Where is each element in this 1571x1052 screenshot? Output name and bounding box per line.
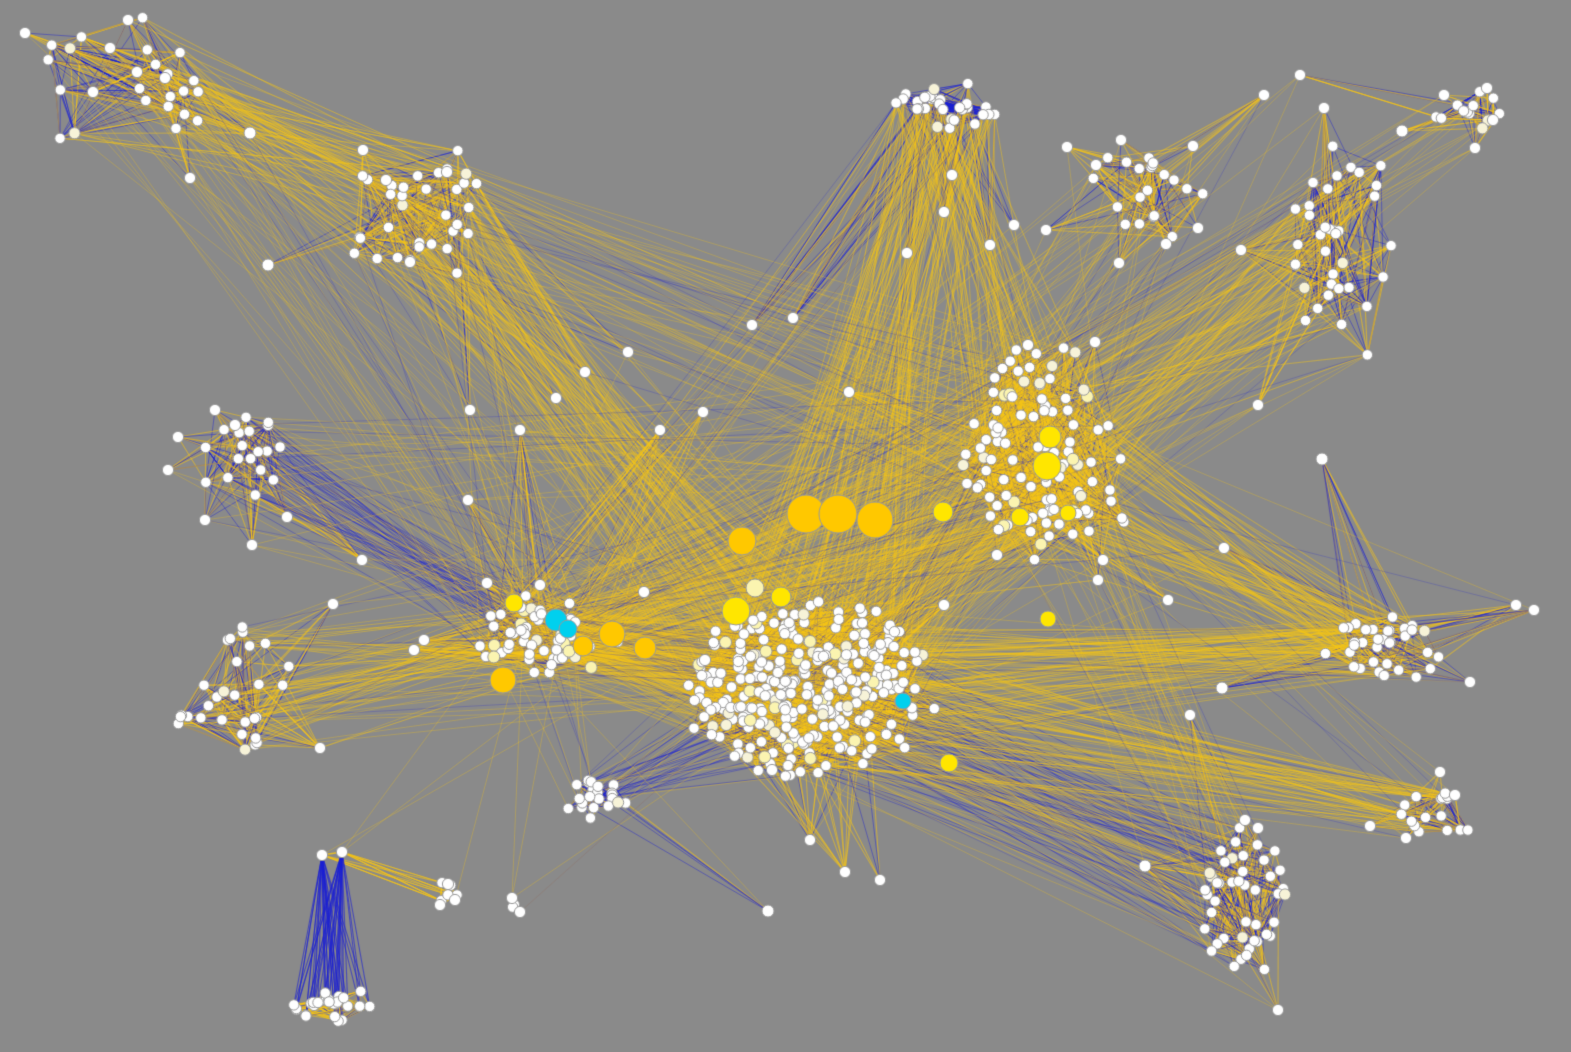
graph-canvas[interactable] — [0, 0, 1571, 1052]
network-graph-visualization — [0, 0, 1571, 1052]
